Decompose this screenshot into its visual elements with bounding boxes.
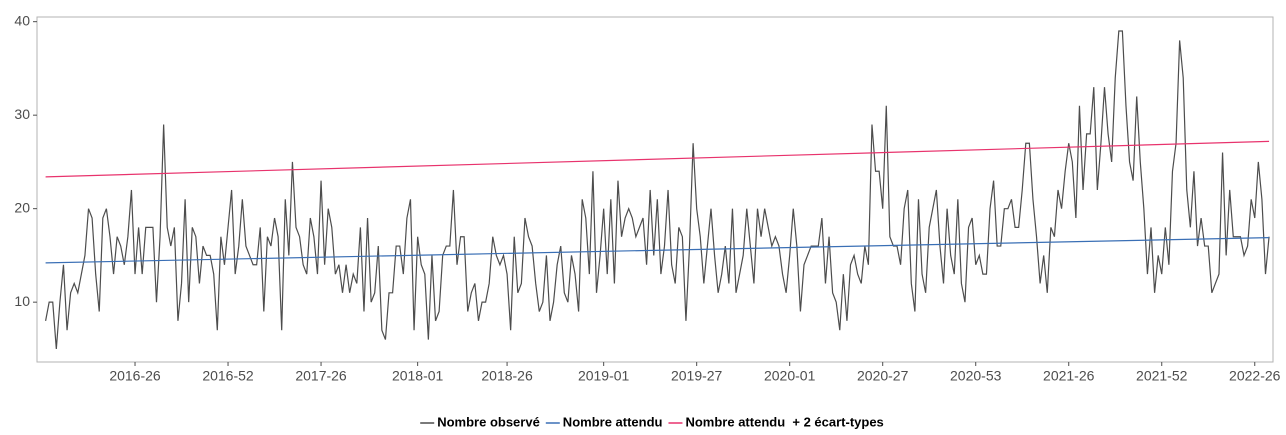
x-tick-label: 2019-27 [671, 368, 723, 384]
y-tick-label: 20 [14, 199, 30, 215]
y-tick-label: 40 [14, 12, 30, 28]
legend-label: Nombre observé [437, 414, 540, 429]
x-tick-label: 2020-27 [857, 368, 909, 384]
legend-label: Nombre attendu + 2 écart-types [685, 414, 883, 429]
y-tick-label: 30 [14, 106, 30, 122]
x-tick-label: 2018-26 [481, 368, 533, 384]
legend: Nombre observé Nombre attendu Nombre atten… [420, 414, 884, 429]
y-tick-label: 10 [14, 293, 30, 309]
x-tick-label: 2021-52 [1136, 368, 1188, 384]
plot-frame [36, 16, 1274, 363]
legend-item: Nombre attendu [545, 414, 663, 429]
series-line [45, 140, 1270, 178]
legend-label: Nombre attendu [563, 414, 663, 429]
x-tick-label: 2020-01 [764, 368, 816, 384]
x-tick-label: 2016-52 [202, 368, 254, 384]
x-tick-label: 2019-01 [578, 368, 630, 384]
legend-item: Nombre attendu + 2 écart-types [668, 414, 884, 429]
x-tick-label: 2016-26 [109, 368, 161, 384]
series-line [45, 237, 1270, 264]
x-tick-label: 2017-26 [295, 368, 347, 384]
x-tick-label: 2020-53 [950, 368, 1002, 384]
x-tick-label: 2018-01 [392, 368, 444, 384]
series-line [45, 30, 1270, 349]
x-tick-label: 2022-26 [1229, 368, 1281, 384]
x-tick-label: 2021-26 [1043, 368, 1095, 384]
legend-item: Nombre observé [420, 414, 540, 429]
